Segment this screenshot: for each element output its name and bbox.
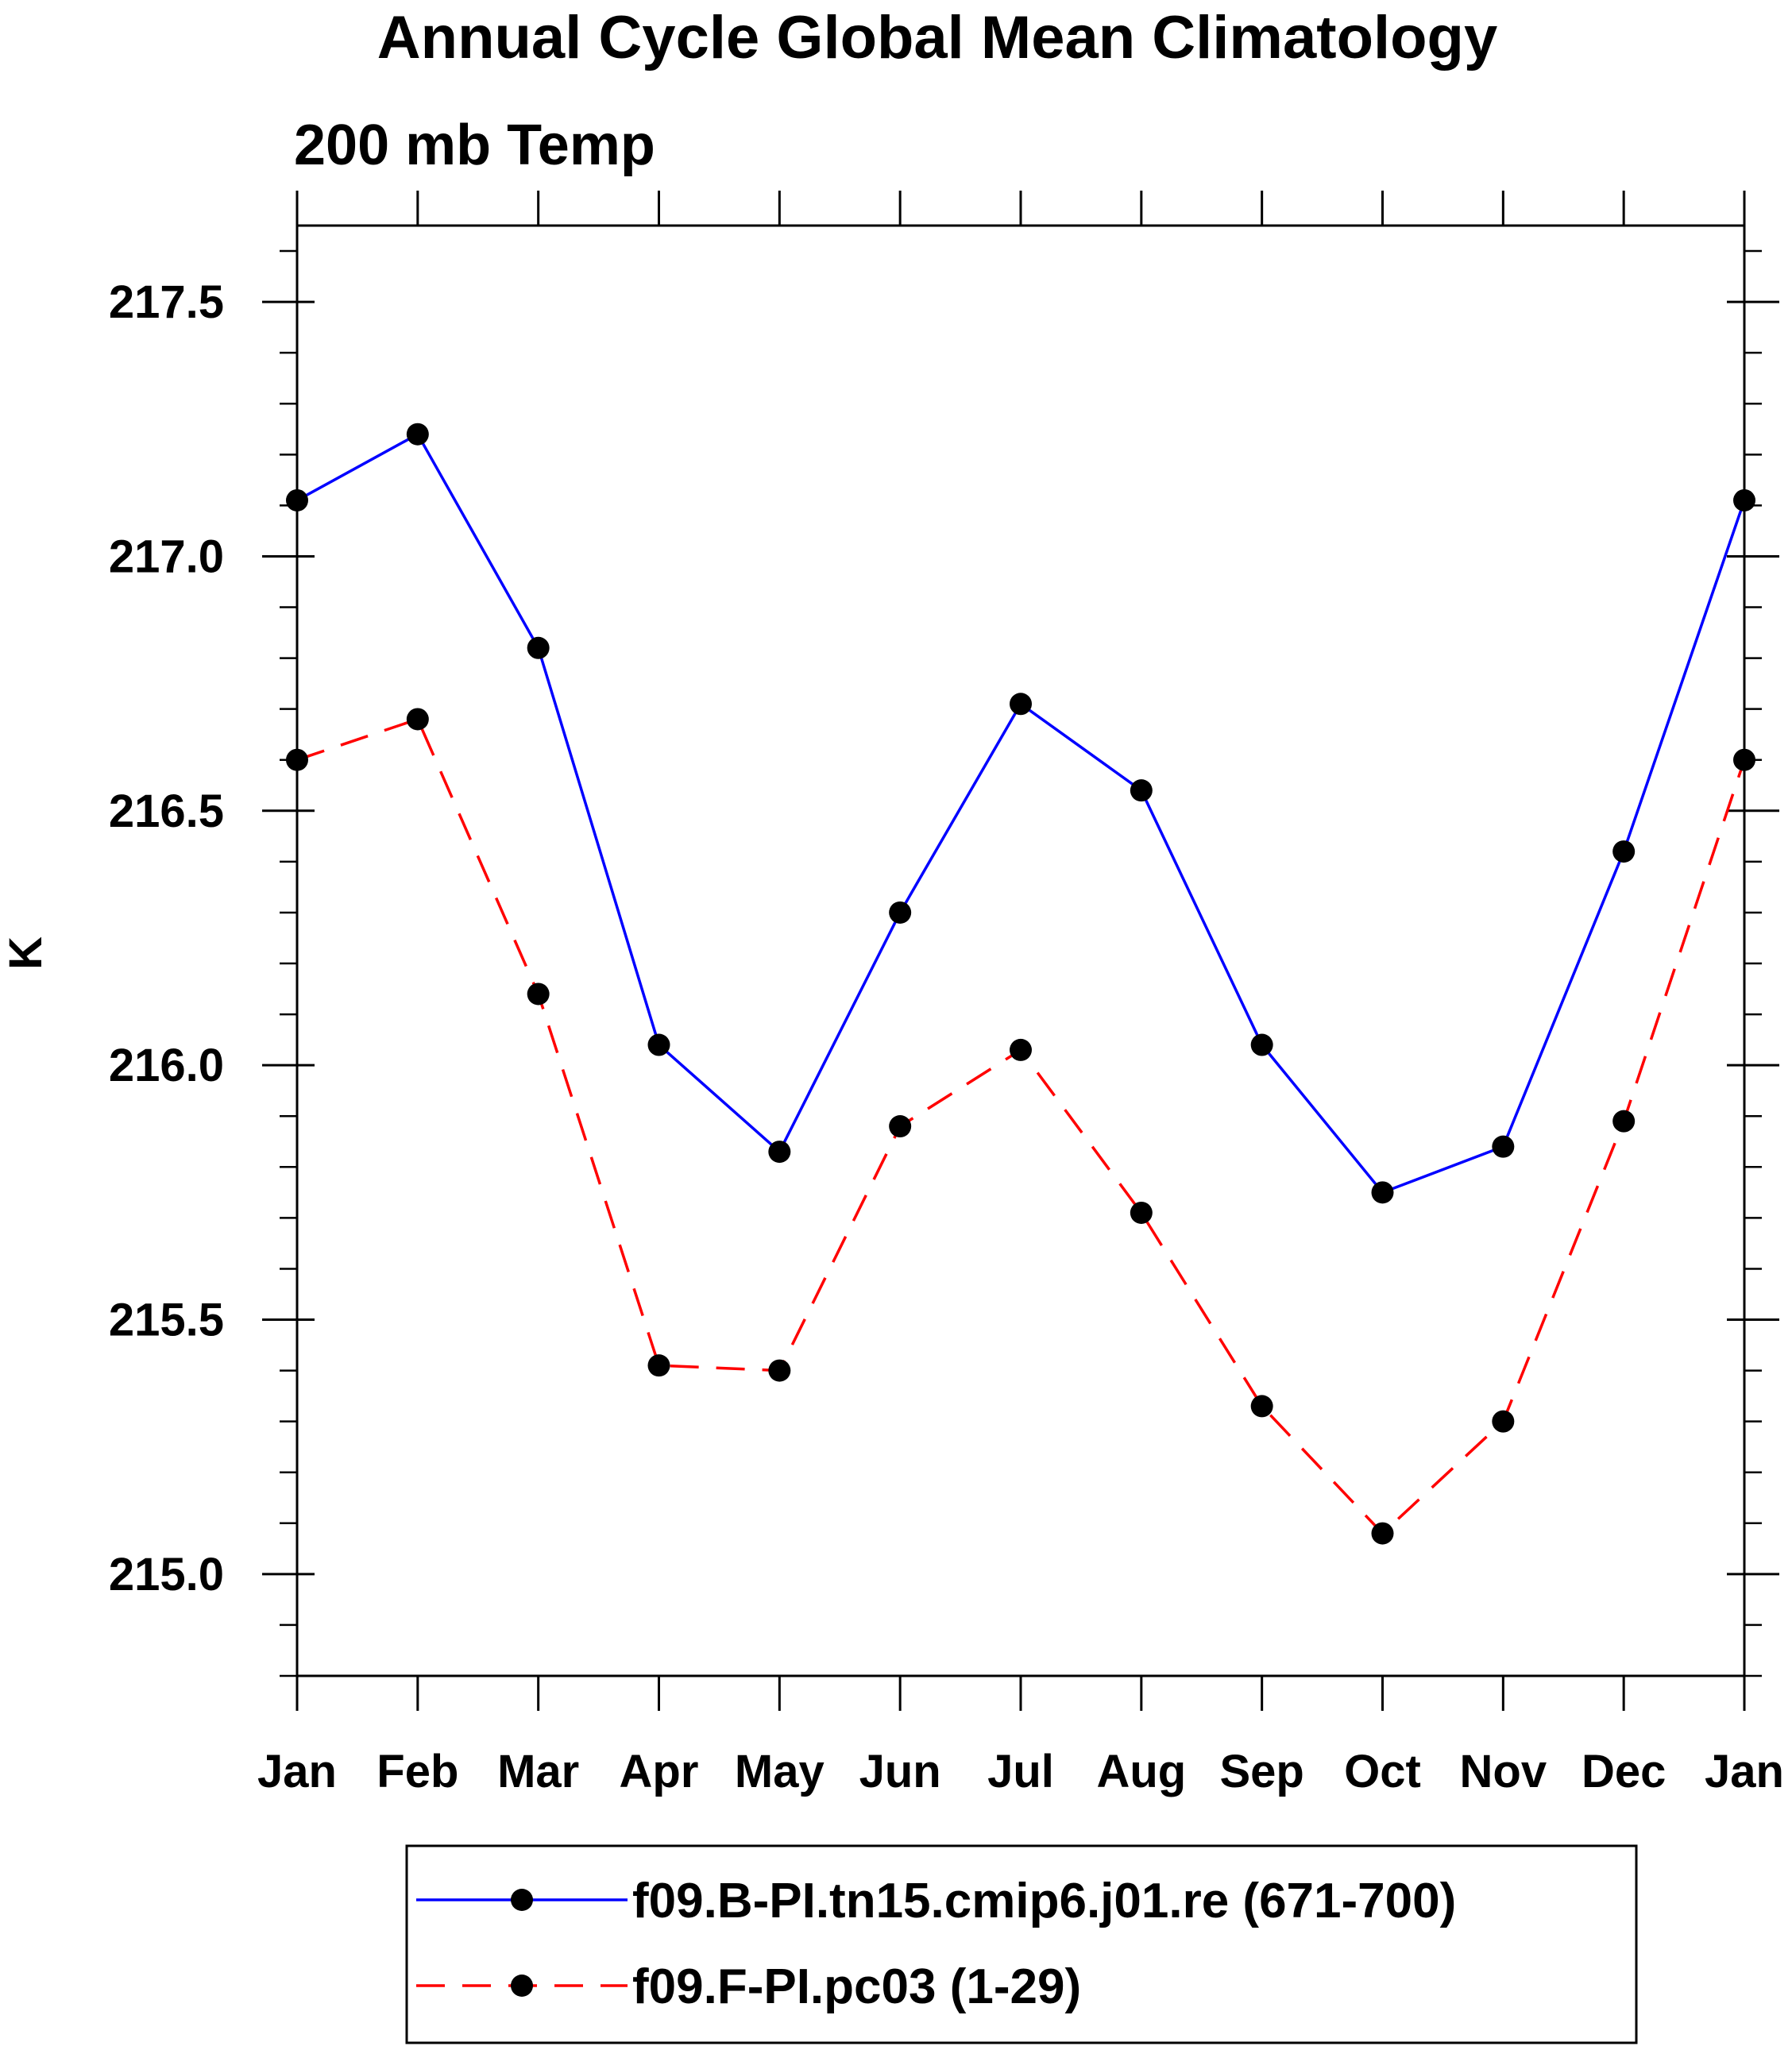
x-tick-label: Aug (1096, 1746, 1186, 1797)
data-point (1371, 1181, 1394, 1204)
y-tick-label: 215.5 (109, 1295, 224, 1346)
legend-label: f09.B-PI.tn15.cmip6.j01.re (671-700) (632, 1874, 1456, 1928)
series-2 (286, 708, 1755, 1545)
data-point (1010, 693, 1032, 716)
series-line (296, 717, 1746, 1536)
x-tick-label: Mar (497, 1746, 579, 1797)
x-tick-label: Jan (1705, 1746, 1784, 1797)
data-point (647, 1033, 670, 1056)
data-point (527, 636, 550, 659)
x-tick-label: Nov (1460, 1746, 1547, 1797)
x-tick-label: Feb (377, 1746, 458, 1797)
y-tick-label: 216.0 (109, 1040, 224, 1091)
x-tick-label: Oct (1344, 1746, 1421, 1797)
y-axis-label: K (0, 936, 52, 970)
data-point (768, 1141, 791, 1164)
legend-box (405, 1844, 1638, 2044)
data-point (1492, 1410, 1515, 1433)
legend: f09.B-PI.tn15.cmip6.j01.re (671-700) f09.… (405, 1844, 1638, 2044)
data-point (1733, 748, 1755, 771)
data-point (1612, 840, 1636, 863)
data-point (1492, 1135, 1515, 1158)
data-point (647, 1354, 670, 1377)
x-tick-label: Jul (987, 1746, 1054, 1797)
y-tick-label: 215.0 (109, 1549, 224, 1600)
series-1 (286, 423, 1755, 1204)
x-tick-label: Jan (257, 1746, 337, 1797)
data-point (1130, 1201, 1153, 1224)
data-point (406, 708, 429, 731)
x-tick-label: Sep (1219, 1746, 1303, 1797)
data-point (286, 748, 308, 771)
x-tick-label: Jun (859, 1746, 941, 1797)
data-point (286, 488, 308, 512)
data-point (889, 1115, 912, 1138)
y-tick-label: 217.0 (109, 531, 224, 582)
y-tick-label: 217.5 (109, 276, 224, 328)
axes: Jan Feb Mar Apr May Jun Jul Aug Sep Oct Nov Dec Jan 2… (109, 191, 1784, 1797)
series-layer (286, 423, 1755, 1545)
data-point (1250, 1033, 1273, 1056)
x-tick-label: May (735, 1746, 825, 1797)
legend-label: f09.F-PI.pc03 (1-29) (632, 1959, 1081, 2014)
x-tick-label: Dec (1582, 1746, 1666, 1797)
data-point (527, 982, 550, 1006)
chart-subtitle: 200 mb Temp (294, 114, 655, 177)
chart-title: Annual Cycle Global Mean Climatology (377, 4, 1498, 71)
data-point (1733, 488, 1755, 512)
data-point (1010, 1038, 1032, 1061)
data-point (1371, 1522, 1394, 1545)
x-tick-label: Apr (620, 1746, 699, 1797)
data-point (406, 423, 429, 446)
plot-frame (295, 224, 1746, 1677)
legend-marker (511, 1889, 533, 1911)
y-tick-label: 216.5 (109, 786, 224, 837)
data-point (1612, 1110, 1636, 1133)
legend-marker (511, 1975, 533, 1997)
series-line (296, 432, 1746, 1195)
data-point (768, 1359, 791, 1382)
data-point (889, 901, 912, 924)
data-point (1250, 1395, 1273, 1418)
data-point (1130, 779, 1153, 802)
